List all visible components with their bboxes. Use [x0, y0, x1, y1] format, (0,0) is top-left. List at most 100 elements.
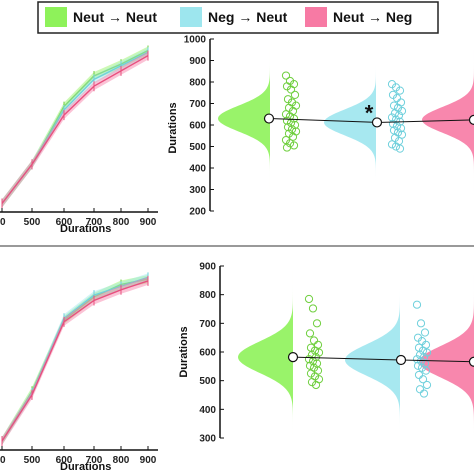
- series-band: [2, 276, 148, 446]
- data-point: [419, 389, 429, 398]
- data-point: [282, 116, 292, 125]
- series-band: [2, 275, 148, 446]
- x-tick-label: 800: [113, 217, 130, 228]
- violin-neutneut: [238, 268, 293, 436]
- x-tick-label: 900: [140, 217, 157, 228]
- y-tick-label: 900: [189, 56, 206, 67]
- data-point: [310, 346, 320, 355]
- data-point: [420, 328, 430, 337]
- data-point: [415, 385, 425, 394]
- violin-neutneg: [422, 41, 474, 209]
- data-point: [308, 304, 318, 313]
- y-tick-label: 400: [199, 405, 216, 416]
- y-tick-label: 800: [189, 78, 206, 89]
- violin-negneut: [345, 268, 400, 436]
- y-tick-label: 400: [189, 164, 206, 175]
- series-band: [2, 273, 148, 446]
- x-tick-label: 800: [113, 455, 130, 466]
- data-point: [391, 115, 401, 124]
- ylabel-top-right: Durations: [167, 102, 179, 153]
- legend-label-neut-neg: Neut → Neg: [333, 9, 412, 25]
- y-tick-label: 1000: [184, 35, 207, 46]
- legend-label-neg-neut: Neg → Neut: [208, 9, 288, 25]
- data-point: [415, 350, 425, 359]
- legend-box: [37, 1, 439, 34]
- data-point: [395, 144, 405, 153]
- mean-marker: [468, 356, 474, 367]
- y-tick-label: 200: [189, 207, 206, 218]
- x-tick-label: 0: [0, 217, 6, 228]
- mean-marker: [371, 117, 383, 128]
- y-tick-label: 600: [199, 348, 216, 359]
- data-point: [418, 375, 428, 384]
- series-line: [1, 278, 149, 442]
- series-line: [1, 280, 149, 442]
- significance-asterisk: *: [365, 100, 374, 125]
- violin-neutneut: [218, 41, 270, 209]
- y-tick-label: 500: [199, 376, 216, 387]
- data-point: [392, 121, 402, 131]
- data-point: [281, 71, 291, 80]
- data-point: [281, 110, 291, 119]
- x-tick-label: 600: [56, 455, 73, 466]
- mean-marker: [395, 354, 407, 366]
- data-point: [388, 119, 398, 129]
- data-point: [304, 355, 314, 364]
- data-point: [311, 380, 321, 390]
- data-point: [314, 348, 324, 357]
- panel-top-right-raincloud: 1000 900 800 700 600 500 400 300 200 *: [184, 35, 474, 218]
- xlabel-bottom-left: Durations: [60, 461, 111, 473]
- mean-marker: [468, 114, 474, 125]
- data-point: [288, 132, 298, 141]
- data-point: [312, 319, 322, 328]
- y-tick-label: 500: [189, 142, 206, 153]
- x-tick-label: 900: [140, 455, 157, 466]
- legend-swatch-neg-neut: [180, 7, 202, 27]
- panel-top-left-line-chart: 0 500 600 700 800 900: [0, 45, 158, 228]
- data-point: [286, 85, 296, 94]
- data-point: [391, 142, 401, 151]
- y-tick-label: 300: [189, 185, 206, 196]
- y-tick-label: 900: [199, 262, 216, 273]
- plot-area: [238, 268, 474, 436]
- x-tick-label: 500: [24, 455, 41, 466]
- series-line: [1, 49, 149, 204]
- data-point: [416, 319, 426, 328]
- legend-swatch-neut-neg: [305, 7, 327, 27]
- panel-bottom-left-line-chart: 0 500 600 700 800 900: [0, 272, 158, 466]
- data-point: [305, 361, 315, 370]
- data-point: [416, 357, 426, 366]
- legend-swatch-neut-neut: [45, 7, 67, 27]
- data-point: [387, 113, 397, 122]
- data-point: [414, 370, 424, 380]
- violin-neutneg: [419, 268, 474, 436]
- data-point: [285, 112, 295, 121]
- data-point: [309, 336, 319, 345]
- data-point: [290, 90, 300, 100]
- y-tick-label: 700: [189, 99, 206, 110]
- data-point: [285, 139, 295, 148]
- series-line: [1, 276, 149, 442]
- y-tick-label: 800: [199, 290, 216, 301]
- series-band: [2, 48, 148, 208]
- plot-area: [218, 41, 474, 209]
- data-point: [412, 300, 422, 309]
- series-band: [2, 51, 148, 208]
- data-point: [422, 380, 432, 390]
- legend: Neut → Neut Neg → Neut Neut → Neg: [37, 1, 439, 34]
- y-tick-label: 700: [199, 319, 216, 330]
- x-tick-label: 600: [56, 217, 73, 228]
- panel-bottom-right-raincloud: 900 800 700 600 500 400 300: [199, 262, 474, 445]
- x-tick-label: 700: [86, 217, 103, 228]
- legend-label-neut-neut: Neut → Neut: [73, 9, 157, 25]
- data-point: [305, 329, 315, 338]
- y-tick-label: 600: [189, 121, 206, 132]
- data-point: [387, 140, 397, 149]
- x-tick-label: 500: [24, 217, 41, 228]
- data-point: [282, 143, 292, 152]
- data-point: [283, 123, 293, 132]
- data-point: [304, 294, 314, 304]
- series-line: [1, 51, 149, 204]
- x-tick-label: 700: [86, 455, 103, 466]
